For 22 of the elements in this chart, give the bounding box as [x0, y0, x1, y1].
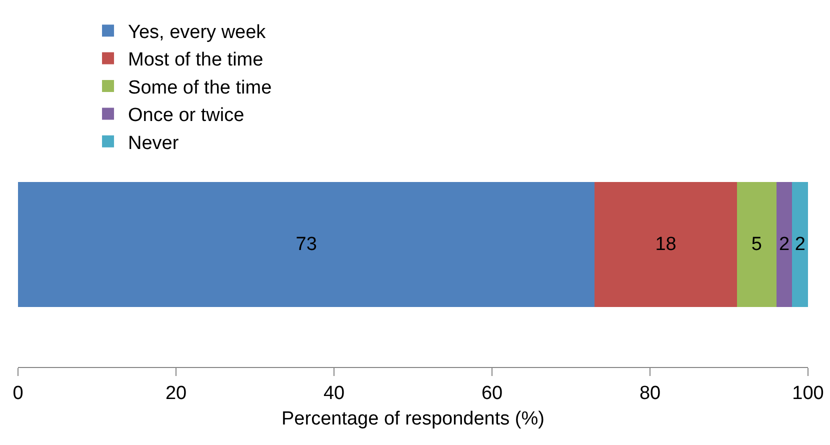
data-label: 73 — [296, 234, 317, 256]
data-label: 5 — [751, 234, 762, 256]
legend-label: Yes, every week — [128, 22, 266, 44]
x-tick-label: 100 — [792, 382, 824, 404]
legend-label: Once or twice — [128, 105, 244, 126]
x-tick-label: 20 — [165, 382, 187, 404]
bar — [792, 182, 808, 307]
bar — [18, 182, 595, 307]
bar — [736, 182, 776, 307]
bar — [776, 182, 792, 307]
data-label: 18 — [655, 234, 676, 256]
legend-label: Some of the time — [128, 77, 272, 98]
data-label: 2 — [794, 234, 806, 256]
x-tick-label: 60 — [481, 382, 503, 404]
legend-label: Never — [128, 132, 180, 154]
bar — [594, 182, 737, 307]
x-tick-label: 40 — [323, 382, 345, 404]
x-tick-label: 80 — [639, 382, 661, 404]
legend-label: Most of the time — [128, 50, 264, 71]
data-label: 2 — [779, 234, 790, 256]
x-tick-label: 0 — [12, 382, 24, 404]
x-axis-title: Percentage of respondents (%) — [282, 408, 544, 430]
